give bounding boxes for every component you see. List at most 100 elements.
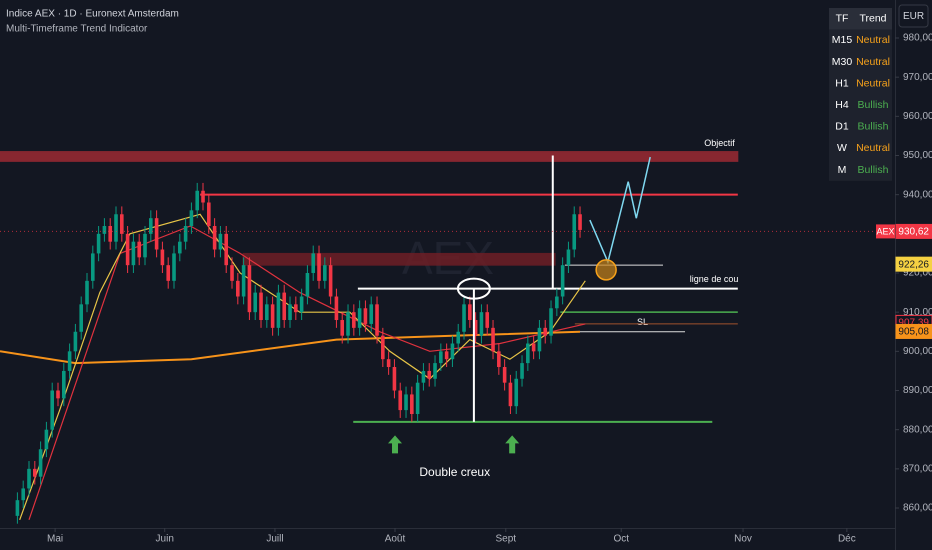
candle-body <box>137 241 142 258</box>
zone <box>242 252 556 266</box>
price-tag-label: 930,62 <box>898 227 929 238</box>
x-tick-label: Oct <box>613 534 629 545</box>
candle-body <box>149 218 153 234</box>
candle-body <box>294 304 298 313</box>
candle-body <box>543 327 548 336</box>
candle-body <box>578 214 582 230</box>
candle-body <box>288 304 292 321</box>
x-tick-label: Juill <box>266 534 283 545</box>
candle-body <box>108 226 113 242</box>
x-tick-label: Nov <box>734 534 752 545</box>
candle-body <box>491 327 495 352</box>
candle-body <box>79 304 84 332</box>
table-timeframe: M30 <box>832 56 853 68</box>
price-tag <box>895 323 932 339</box>
candle-body <box>120 214 124 234</box>
candle-body <box>427 370 432 379</box>
y-tick-label: 960,00 <box>903 111 932 122</box>
candle-body <box>526 343 530 364</box>
candle-body <box>375 304 379 336</box>
x-tick-label: Mai <box>47 534 63 545</box>
y-tick-label: 950,00 <box>903 150 932 161</box>
candle-body <box>27 468 31 489</box>
candle-body <box>44 429 49 450</box>
table-trend: Bullish <box>858 164 889 176</box>
zone <box>0 151 739 162</box>
candle-body <box>479 312 484 336</box>
candle-body <box>259 292 263 321</box>
candle-body <box>381 335 385 360</box>
annotation: Double creux <box>419 465 490 479</box>
candle-body <box>444 351 449 360</box>
price-tag-label: 905,08 <box>898 327 929 338</box>
candle-body <box>114 214 118 242</box>
candle-body <box>131 241 136 266</box>
candle-body <box>450 343 455 360</box>
candle-body <box>91 253 95 281</box>
candle-body <box>369 304 374 324</box>
price-tag-label: 907,39 <box>898 318 929 329</box>
table-trend: Bullish <box>858 99 889 111</box>
candle-body <box>154 218 159 250</box>
table-header: Trend <box>859 13 886 25</box>
table-timeframe: M <box>838 164 847 176</box>
table-trend: Neutral <box>856 56 890 68</box>
candle-body <box>178 241 182 254</box>
candle-body <box>73 331 78 352</box>
currency-label[interactable]: EUR <box>903 11 924 22</box>
candle-body <box>328 265 333 297</box>
candle-body <box>537 327 542 352</box>
neckline-marker <box>456 277 491 300</box>
candle-body <box>195 190 200 211</box>
candle-body <box>462 304 466 332</box>
price-tag-name: AEX <box>876 226 894 236</box>
candle-body <box>439 351 443 364</box>
candle-body <box>247 265 252 313</box>
candle-body <box>160 249 165 266</box>
candle-body <box>456 331 461 344</box>
level-label: SL <box>637 317 648 327</box>
candle-body <box>508 382 513 407</box>
candle-body <box>352 312 356 328</box>
candle-body <box>224 233 229 266</box>
candle-body <box>520 363 524 379</box>
candle-body <box>299 296 304 313</box>
candle-body <box>21 488 26 501</box>
candle-body <box>363 308 368 324</box>
candle-body <box>323 265 327 281</box>
y-tick-label: 910,00 <box>903 307 932 318</box>
arrow-up <box>505 435 520 454</box>
candle-body <box>502 367 507 383</box>
candle-body <box>85 280 89 305</box>
table-header: TF <box>836 13 849 25</box>
table-trend: Neutral <box>856 142 890 154</box>
candle-body <box>340 320 345 336</box>
x-tick-label: Déc <box>838 534 856 545</box>
currency-button[interactable] <box>898 4 929 28</box>
candle-body <box>566 249 571 266</box>
candle-body <box>166 265 171 281</box>
y-tick-label: 920,00 <box>903 268 932 279</box>
candle-body <box>201 190 205 203</box>
x-tick-label: Juin <box>156 534 174 545</box>
moving-average <box>28 225 586 520</box>
candle-body <box>555 296 559 309</box>
candle-body <box>207 202 211 227</box>
candle-body <box>282 292 287 321</box>
candle-body <box>183 226 188 242</box>
table-trend: Neutral <box>856 77 890 89</box>
candle-body <box>514 378 519 407</box>
table-trend: Bullish <box>858 121 889 133</box>
candle-body <box>497 351 501 368</box>
price-tag <box>895 223 932 239</box>
candle-body <box>96 233 101 254</box>
candle-body <box>421 370 426 383</box>
candle-body <box>125 233 130 266</box>
table-header-bg <box>829 8 892 30</box>
candle-body <box>549 308 553 336</box>
candle-body <box>218 233 223 250</box>
candle-body <box>230 265 234 281</box>
candle-body <box>265 304 269 321</box>
